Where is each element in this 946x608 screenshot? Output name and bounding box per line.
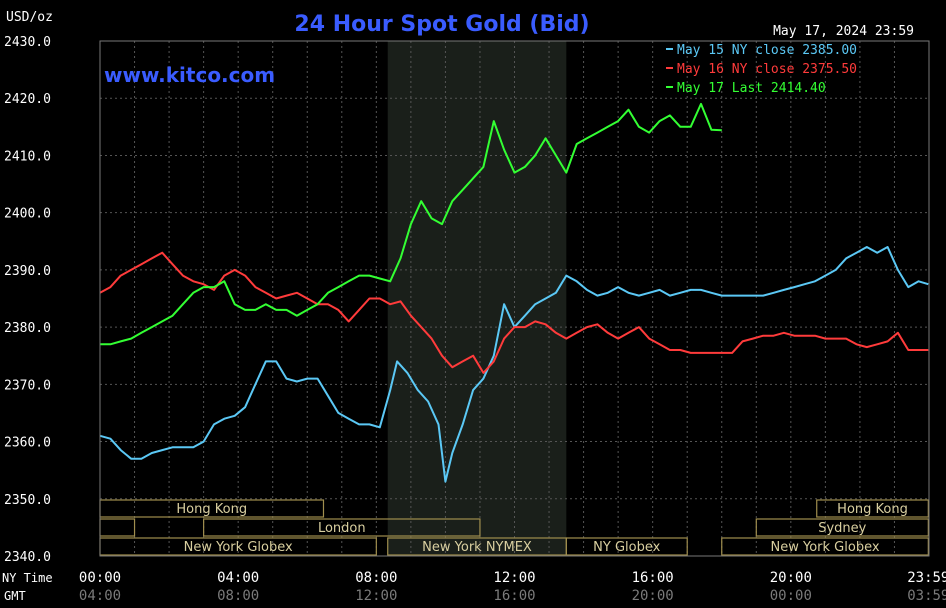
legend: May 15 NY close 2385.00 May 16 NY close 2…	[666, 43, 857, 96]
market-label: NY Globex	[593, 540, 660, 555]
y-tick-label: 2410.0	[4, 149, 51, 164]
chart-title: 24 Hour Spot Gold (Bid)	[294, 12, 589, 37]
market-bar	[565, 537, 688, 556]
market-label: London	[318, 521, 366, 536]
shaded-region	[387, 41, 567, 556]
x-tick-label-gmt: 20:00	[632, 588, 674, 604]
market-bar	[816, 499, 929, 518]
x-tick-label-ny: 20:00	[770, 570, 812, 586]
series-line-2	[99, 251, 929, 374]
x-tick-label-gmt: 03:59	[907, 588, 946, 604]
x-tick-label-gmt: 16:00	[493, 588, 535, 604]
y-tick-label: 2340.0	[4, 550, 51, 565]
market-label: Hong Kong	[837, 502, 908, 517]
nymex-shaded-region	[387, 41, 567, 556]
market-label: Sydney	[818, 521, 866, 536]
plot-frame	[99, 40, 930, 557]
grid-lines	[99, 40, 930, 557]
series-line-3	[100, 102, 722, 346]
y-tick-label: 2380.0	[4, 321, 51, 336]
x-tick-label-ny: 08:00	[355, 570, 397, 586]
legend-entry: May 17 Last 2414.40	[677, 81, 826, 96]
market-label: New York Globex	[184, 540, 293, 555]
gmt-label: GMT	[4, 589, 26, 603]
market-bar	[755, 518, 929, 537]
market-label: New York Globex	[771, 540, 880, 555]
market-bar	[203, 518, 481, 537]
x-tick-label-ny: 23:59	[907, 570, 946, 586]
unit-label: USD/oz	[6, 10, 53, 25]
y-tick-label: 2360.0	[4, 436, 51, 451]
x-tick-label-ny: 04:00	[217, 570, 259, 586]
legend-entry: May 16 NY close 2375.50	[677, 62, 857, 77]
market-session-bars: Hong Kong Hong Kong London Sydney New York G…	[99, 499, 929, 556]
market-label: New York NYMEX	[422, 540, 532, 555]
y-tick-label: 2420.0	[4, 92, 51, 107]
ny-time-label: NY Time	[2, 571, 53, 585]
y-tick-label: 2370.0	[4, 378, 51, 393]
market-label: Hong Kong	[176, 502, 247, 517]
date-label: May 17, 2024 23:59	[773, 24, 914, 39]
market-bar	[721, 537, 929, 556]
y-tick-label: 2400.0	[4, 207, 51, 222]
x-tick-label-gmt: 04:00	[79, 588, 121, 604]
x-tick-label-gmt: 00:00	[770, 588, 812, 604]
axes: 2430.0 2420.0 2410.0 2400.0 2390.0 2380.0 2370…	[4, 35, 946, 604]
x-tick-label-gmt: 12:00	[355, 588, 397, 604]
series-lines	[99, 102, 929, 483]
legend-entry: May 15 NY close 2385.00	[677, 43, 857, 58]
y-tick-label: 2350.0	[4, 493, 51, 508]
y-tick-label: 2430.0	[4, 35, 51, 50]
x-tick-label-ny: 00:00	[79, 570, 121, 586]
source-label: www.kitco.com	[104, 63, 275, 87]
x-tick-label-ny: 12:00	[493, 570, 535, 586]
x-tick-label-ny: 16:00	[632, 570, 674, 586]
series-line-1	[99, 246, 929, 483]
x-tick-label-gmt: 08:00	[217, 588, 259, 604]
y-tick-label: 2390.0	[4, 264, 51, 279]
